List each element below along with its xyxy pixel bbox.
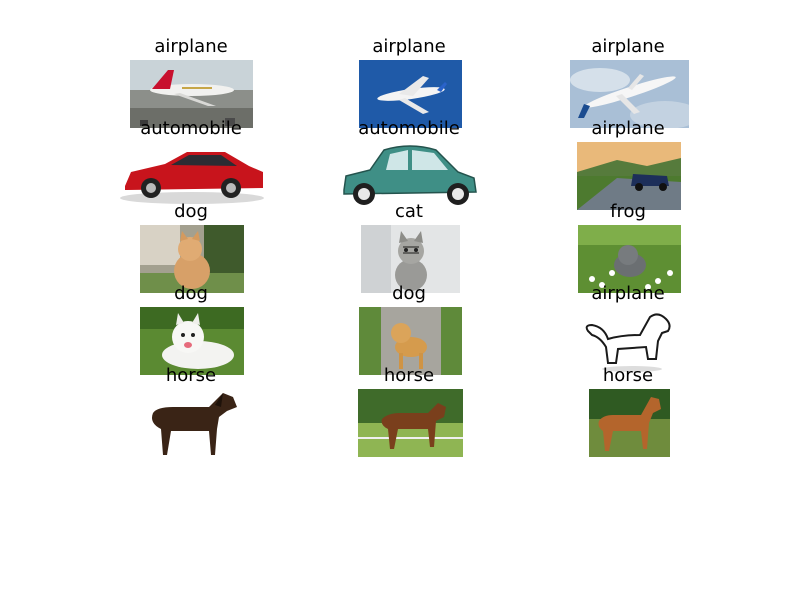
airliner-sky-image xyxy=(359,60,462,128)
cell-label: airplane xyxy=(591,118,665,139)
dark-horse-image xyxy=(143,389,240,457)
cell-label: dog xyxy=(174,283,208,304)
brown-horse-field-image xyxy=(358,389,463,457)
cell-label: airplane xyxy=(372,36,446,57)
cell-label: automobile xyxy=(358,118,460,139)
car-road-image xyxy=(577,142,681,210)
cell-label: automobile xyxy=(140,118,242,139)
orange-kitten-image xyxy=(140,225,244,293)
cell-label: horse xyxy=(383,365,435,386)
teal-2cv-image xyxy=(340,142,480,210)
red-sedan-image xyxy=(117,142,267,210)
tabby-kitten-image xyxy=(361,225,460,293)
cell-label: airplane xyxy=(154,36,228,57)
cell-label: frog xyxy=(610,201,646,222)
cell-label: airplane xyxy=(591,283,665,304)
golden-puppy-image xyxy=(359,307,462,375)
kitten-grass-image xyxy=(578,225,681,293)
cell-label: horse xyxy=(165,365,217,386)
cell-label: horse xyxy=(602,365,654,386)
cell-label: cat xyxy=(395,201,423,222)
cell-label: dog xyxy=(174,201,208,222)
boeing-image xyxy=(570,60,689,128)
cell-label: dog xyxy=(392,283,426,304)
dog-drawing-image xyxy=(582,307,676,375)
cell-label: airplane xyxy=(591,36,665,57)
samoyed-image xyxy=(140,307,244,375)
chestnut-horse-image xyxy=(589,389,670,457)
airliner-image xyxy=(130,60,253,128)
